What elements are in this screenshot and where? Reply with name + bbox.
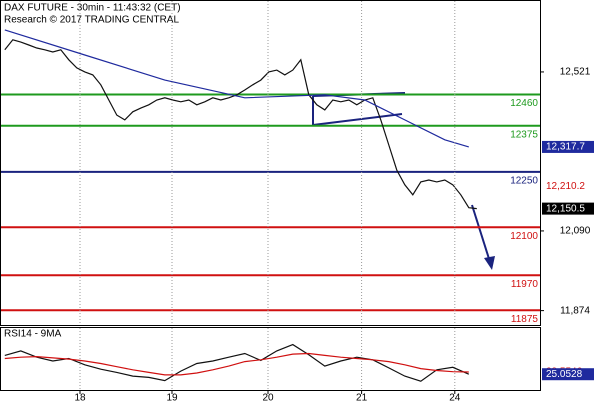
price-tag [542,180,594,193]
rsi-panel [0,327,541,391]
y-tick-label: 11,874 [560,305,590,316]
y-tick-label: 12,521 [560,67,591,78]
series-line [4,343,470,382]
series-line [4,39,477,210]
series-line [4,29,469,148]
rsi-title: RSI14 - 9MA [4,329,62,340]
chart-subtitle: Research © 2017 TRADING CENTRAL [4,15,179,26]
price-tag-label: 25.0528 [546,369,583,380]
series-line [4,352,469,376]
x-tick-label: 18 [74,393,86,404]
price-tag-label: 12,150.5 [546,203,585,214]
x-tick-label: 24 [449,393,461,404]
chart-title: DAX FUTURE - 30min - 11:43:32 (CET) [4,3,181,14]
price-tag-label: 12,317.7 [546,142,585,153]
arrow-head [484,256,495,270]
level-label: 12375 [510,129,538,140]
forecast-arrow [471,204,491,263]
level-label: 12460 [510,98,538,109]
x-tick-label: 20 [262,393,274,404]
x-tick-label: 19 [166,393,178,404]
level-label: 12100 [510,231,538,242]
price-tag-label: 12,210.2 [546,181,585,192]
level-label: 11875 [511,314,539,325]
price-tag [542,202,594,215]
level-label: 12250 [510,176,538,187]
price-panel [0,0,541,326]
trend-line [312,113,403,126]
x-tick-label: 21 [356,393,368,404]
price-tag [542,140,594,153]
price-tag [542,368,594,381]
level-label: 11970 [511,279,539,290]
y-tick-label: 12,090 [560,226,591,237]
